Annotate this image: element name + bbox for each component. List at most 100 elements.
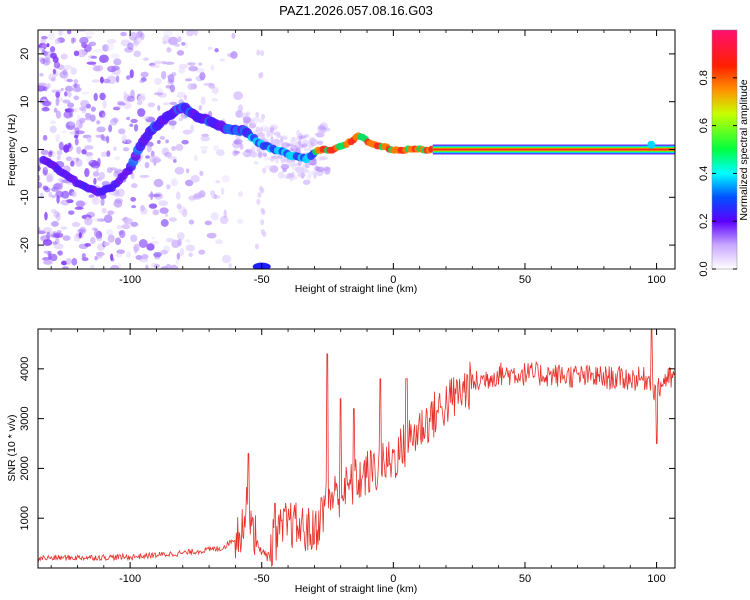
spectrogram-noise-blob bbox=[55, 110, 62, 119]
spectrogram-noise-blob bbox=[285, 175, 292, 180]
spectrogram-noise-blob bbox=[54, 38, 60, 45]
spectrogram-noise-blob bbox=[131, 183, 138, 189]
spectrogram-noise-blob bbox=[207, 46, 213, 51]
spectrogram-noise-blob bbox=[140, 32, 145, 40]
spectrogram-noise-blob bbox=[70, 160, 75, 167]
spectrogram-ytick-label: -20 bbox=[19, 237, 31, 253]
spectrogram-noise-blob bbox=[75, 158, 83, 167]
spectrogram-noise-blob bbox=[134, 37, 138, 43]
spectrogram-noise-blob bbox=[123, 91, 127, 98]
spectrogram-noise-blob bbox=[126, 75, 131, 80]
spectrogram-noise-blob bbox=[187, 62, 196, 66]
spectrogram-noise-blob bbox=[144, 161, 150, 169]
spectrogram-noise-blob bbox=[273, 131, 281, 136]
spectrogram-noise-blob bbox=[74, 137, 79, 146]
spectrogram-noise-blob bbox=[96, 120, 101, 125]
spectrogram-noise-blob bbox=[65, 156, 73, 162]
spectrogram-noise-blob bbox=[79, 36, 89, 45]
spectrogram-noise-blob bbox=[40, 38, 46, 45]
spectrogram-noise-blob bbox=[76, 114, 81, 123]
spectrogram-noise-blob bbox=[251, 118, 258, 126]
spectrogram-noise-blob bbox=[61, 190, 70, 199]
spectrogram-noise-blob bbox=[127, 42, 134, 51]
spectrogram-noise-blob bbox=[161, 60, 166, 65]
spectrogram-noise-blob bbox=[100, 133, 105, 141]
spectrogram-noise-blob bbox=[260, 228, 265, 235]
spectrogram-noise-blob bbox=[55, 237, 60, 245]
spectrogram-noise-blob bbox=[75, 119, 83, 129]
colorbar-tick-label: 0.8 bbox=[698, 70, 710, 85]
spectrogram-noise-blob bbox=[264, 165, 274, 169]
spectrogram-noise-blob bbox=[40, 57, 46, 65]
spectrogram-noise-blob bbox=[53, 61, 61, 69]
spectrogram-noise-blob bbox=[210, 190, 216, 196]
spectrogram-noise-blob bbox=[64, 87, 75, 92]
spectrogram-noise-blob bbox=[47, 31, 56, 41]
spectrogram-noise-blob bbox=[62, 65, 73, 71]
spectrogram-noise-blob bbox=[181, 139, 189, 145]
spectrogram-noise-blob bbox=[91, 79, 101, 83]
spectrogram-noise-blob bbox=[270, 124, 279, 130]
spectrogram-noise-blob bbox=[77, 49, 87, 58]
spectrogram-noise-blob bbox=[66, 78, 73, 83]
spectrogram-noise-blob bbox=[55, 134, 61, 143]
snr-x-axis-title: Height of straight line (km) bbox=[295, 583, 418, 595]
spectrogram-noise-blob bbox=[81, 108, 87, 114]
spectrogram-noise-blob bbox=[70, 67, 77, 76]
spectrogram-noise-blob bbox=[175, 258, 180, 265]
spectrogram-noise-blob bbox=[297, 140, 302, 146]
spectrogram-noise-blob bbox=[188, 219, 195, 225]
spectrogram-noise-blob bbox=[148, 203, 158, 209]
spectrogram-noise-blob bbox=[172, 180, 176, 186]
spectrogram-noise-blob bbox=[152, 209, 160, 216]
spectrogram-noise-blob bbox=[123, 217, 133, 225]
spectrogram-noise-blob bbox=[85, 151, 93, 157]
spectrogram-noise-blob bbox=[84, 112, 92, 119]
spectrogram-noise-blob bbox=[236, 218, 244, 225]
spectrogram-noise-blob bbox=[178, 117, 183, 121]
snr-xtick-label: -50 bbox=[254, 573, 270, 585]
spectrogram-noise-blob bbox=[211, 97, 218, 102]
spectrogram-noise-blob bbox=[38, 56, 44, 62]
spectrogram-noise-blob bbox=[114, 156, 121, 160]
spectrogram-noise-blob bbox=[159, 135, 166, 140]
spectrogram-noise-blob bbox=[122, 134, 127, 143]
spectrogram-noise-blob bbox=[43, 260, 53, 265]
spectrogram-noise-blob bbox=[141, 254, 149, 260]
spectrogram-noise-blob bbox=[118, 128, 126, 135]
spectrogram-noise-blob bbox=[257, 118, 265, 123]
spectrogram-noise-blob bbox=[195, 75, 204, 82]
spectrogram-noise-blob bbox=[104, 214, 113, 223]
spectrogram-noise-blob bbox=[79, 121, 83, 130]
spectrogram-noise-blob bbox=[147, 102, 156, 108]
spectrogram-noise-blob bbox=[239, 143, 244, 150]
spectrogram-noise-blob bbox=[153, 263, 160, 268]
spectrogram-noise-blob bbox=[130, 118, 138, 124]
spectrogram-noise-blob bbox=[90, 55, 98, 59]
spectrogram-noise-blob bbox=[221, 254, 232, 264]
spectrogram-noise-blob bbox=[301, 163, 308, 170]
spectrogram-noise-blob bbox=[90, 161, 101, 169]
spectrogram-noise-blob bbox=[269, 124, 275, 131]
spectrogram-noise-blob bbox=[138, 238, 148, 248]
spectrogram-noise-blob bbox=[260, 50, 265, 57]
spectrogram-noise-blob bbox=[296, 129, 301, 137]
spectrogram-noise-blob bbox=[172, 158, 177, 163]
spectrogram-noise-blob bbox=[129, 123, 134, 127]
spectrogram-noise-blob bbox=[298, 135, 307, 139]
spectrogram-noise-blob bbox=[84, 44, 92, 53]
spectrogram-noise-blob bbox=[280, 142, 290, 148]
spectrogram-noise-blob bbox=[269, 126, 275, 133]
spectrogram-noise-blob bbox=[316, 166, 325, 173]
spectrogram-noise-blob bbox=[215, 180, 221, 184]
spectrogram-noise-blob bbox=[199, 71, 206, 81]
spectrogram-noise-blob bbox=[42, 227, 52, 233]
spectrogram-noise-blob bbox=[105, 135, 110, 144]
spectrogram-noise-blob bbox=[56, 195, 60, 204]
spectrogram-noise-blob bbox=[133, 50, 141, 58]
spectrogram-noise-blob bbox=[64, 143, 74, 153]
spectrogram-noise-blob bbox=[223, 209, 227, 219]
spectrogram-noise-blob bbox=[40, 149, 49, 156]
spectrogram-noise-blob bbox=[88, 41, 97, 47]
